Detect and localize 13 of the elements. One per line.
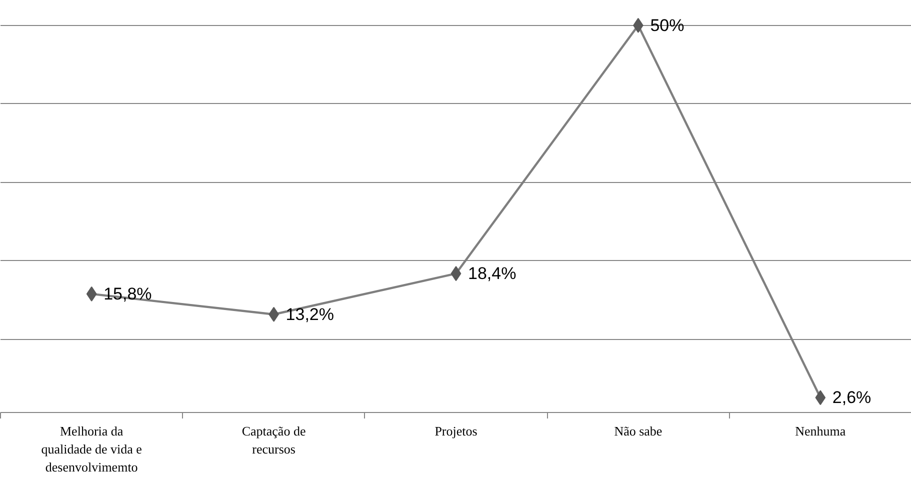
data-label: 50% — [650, 16, 684, 35]
x-tick-label: Captação de recursos — [242, 424, 306, 456]
x-tick-label: Nenhuma — [795, 424, 846, 438]
x-tick-label: Melhoria da qualidade de vida e desenvolvimemto — [41, 424, 142, 474]
point — [450, 266, 462, 282]
point — [815, 390, 826, 406]
data-label: 13,2% — [286, 304, 334, 324]
x-tick-label: Projetos — [434, 424, 478, 438]
data-label: 15,8% — [104, 284, 152, 304]
data-label: 2,6% — [832, 388, 872, 408]
data-label: 18,4% — [468, 264, 516, 284]
point — [86, 286, 97, 302]
x-tick-label: Não sabe — [614, 424, 662, 438]
